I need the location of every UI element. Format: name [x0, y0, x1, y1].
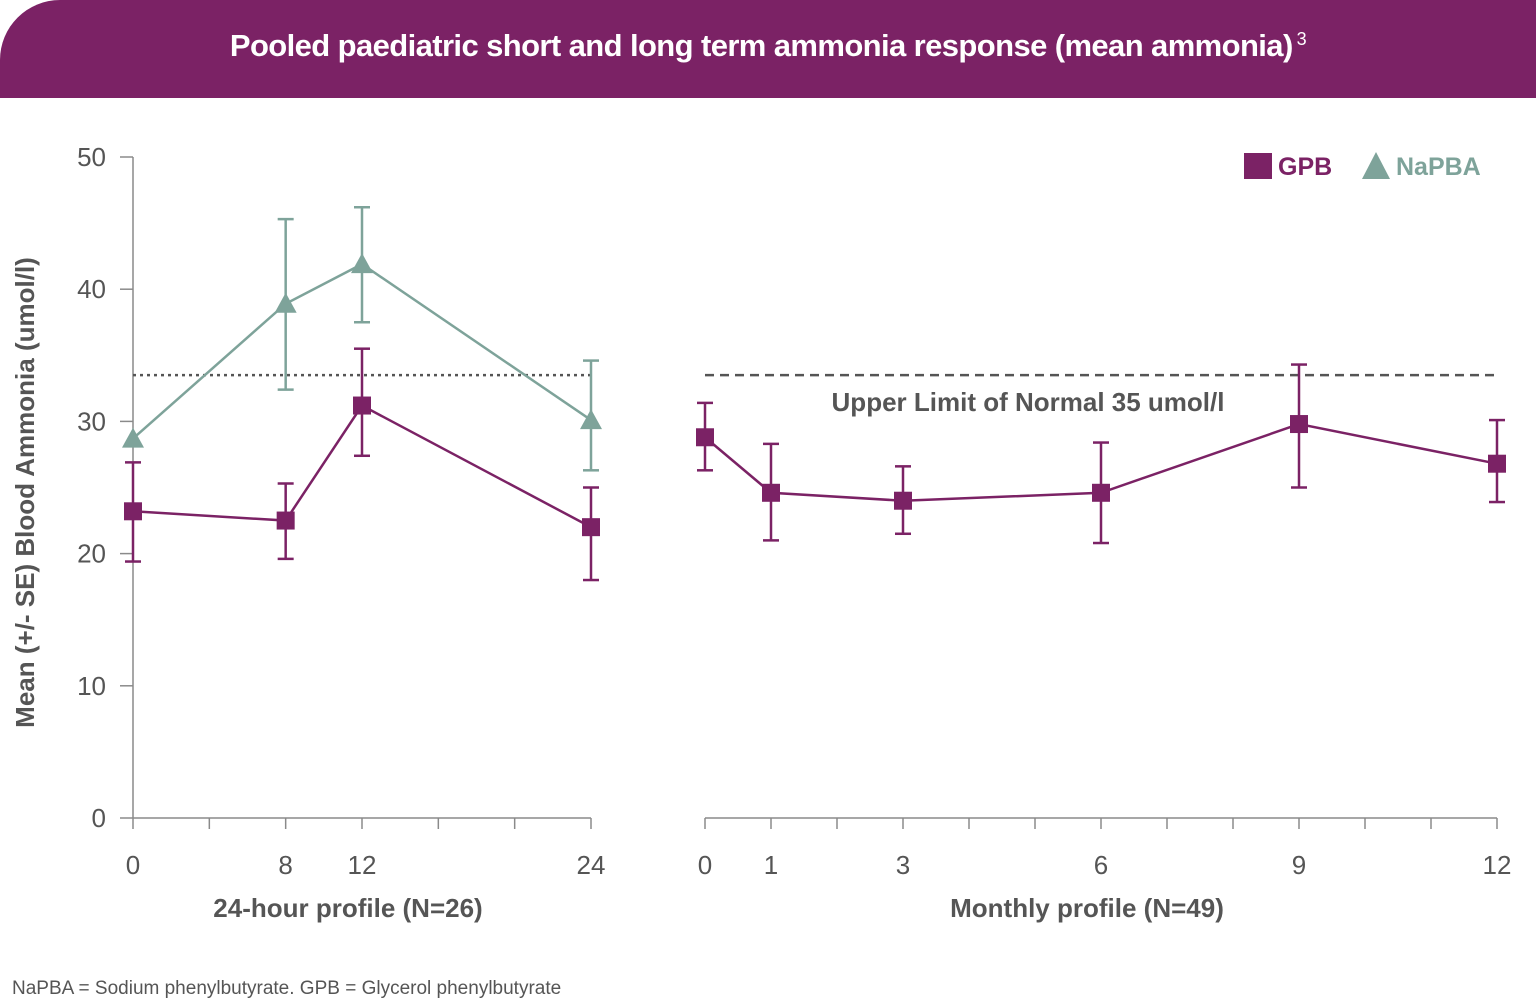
series-layer	[122, 205, 1506, 582]
legend: GPB NaPBA	[1244, 152, 1481, 181]
napba-point	[122, 427, 144, 448]
x-tick-label: 12	[1483, 850, 1512, 880]
x-tick-label: 3	[896, 850, 910, 880]
x-tick-label: 0	[698, 850, 712, 880]
gpb-point	[124, 502, 142, 521]
napba-point	[351, 253, 373, 274]
legend-napba-marker	[1362, 152, 1390, 179]
gpb-point	[762, 483, 780, 502]
footnote: NaPBA = Sodium phenylbutyrate. GPB = Gly…	[12, 978, 562, 999]
y-tick-label: 30	[77, 406, 106, 436]
gpb-point	[696, 428, 714, 447]
y-tick-label: 50	[77, 142, 106, 172]
x-tick-label: 12	[348, 850, 377, 880]
y-tick-label: 20	[77, 539, 106, 569]
napba-point	[580, 409, 602, 430]
chart-title-text: Pooled paediatric short and long term am…	[229, 28, 1293, 63]
upper-limit-label: Upper Limit of Normal 35 umol/l	[832, 387, 1225, 417]
legend-label-gpb: GPB	[1278, 153, 1332, 181]
napba-series-line	[132, 262, 592, 440]
x-tick-label: 8	[278, 850, 292, 880]
legend-label-napba: NaPBA	[1396, 153, 1481, 181]
gpb-point	[1092, 483, 1110, 502]
axes-layer	[120, 156, 1498, 829]
y-tick-label: 40	[77, 274, 106, 304]
x-tick-label: 9	[1292, 850, 1306, 880]
gpb-point	[1488, 454, 1506, 473]
x-tick-label: 6	[1094, 850, 1108, 880]
gpb-point	[276, 511, 295, 530]
napba-point	[274, 292, 297, 313]
gpb-point	[582, 518, 600, 537]
chart-title: Pooled paediatric short and long term am…	[229, 28, 1307, 64]
gpb-series-line	[704, 422, 1498, 502]
y-axis-label: Mean (+/- SE) Blood Ammonia (umol/l)	[10, 257, 40, 728]
x-tick-label: 0	[126, 850, 140, 880]
legend-gpb-marker	[1244, 153, 1272, 179]
gpb-point	[1290, 415, 1308, 434]
gpb-point	[894, 491, 912, 510]
x-tick-label: 1	[764, 850, 778, 880]
chart-header: Pooled paediatric short and long term am…	[0, 0, 1536, 98]
x-axis-label: 24-hour profile (N=26)	[213, 893, 482, 923]
gpb-series-line	[132, 403, 592, 529]
title-superscript: 3	[1296, 28, 1307, 49]
gpb-point	[353, 396, 371, 415]
x-axis-label: Monthly profile (N=49)	[950, 893, 1224, 923]
y-tick-label: 0	[92, 803, 106, 833]
x-tick-label: 24	[577, 850, 606, 880]
y-tick-label: 10	[77, 671, 106, 701]
